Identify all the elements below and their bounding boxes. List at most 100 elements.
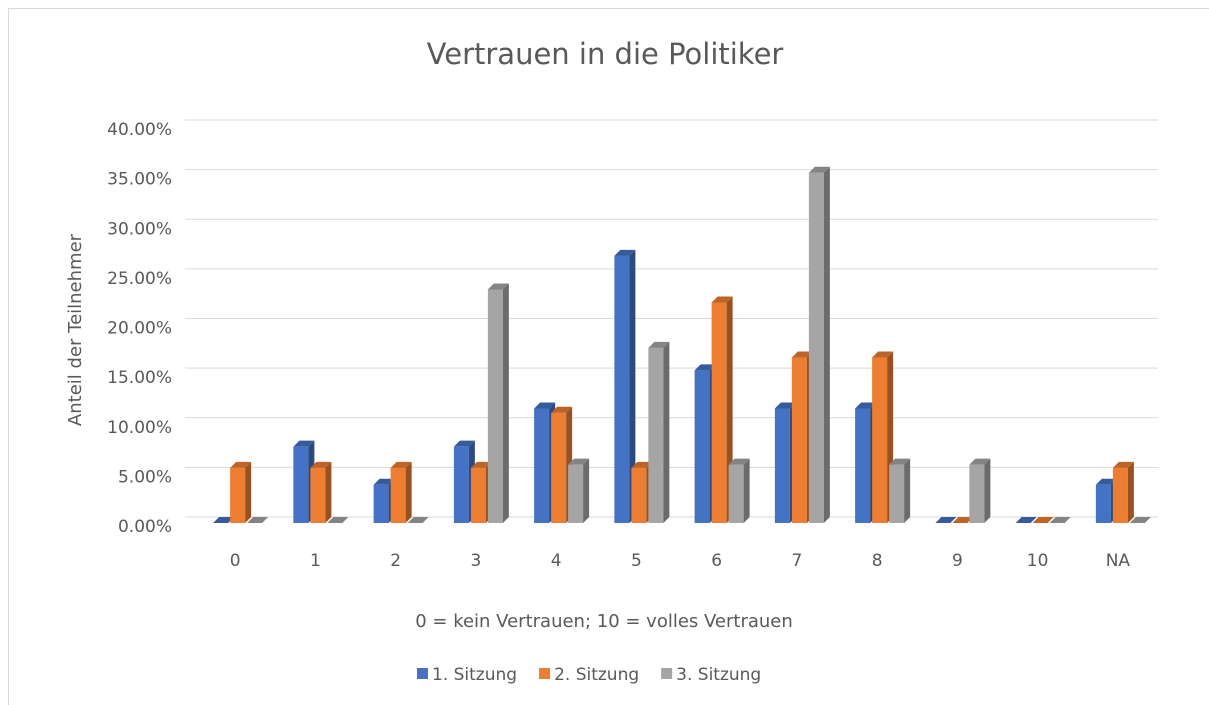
bar-top: [1129, 517, 1151, 523]
bar-top: [1032, 517, 1054, 523]
bar-front: [872, 357, 888, 523]
bar-side: [823, 166, 830, 523]
bar: [969, 458, 991, 523]
bar-top: [728, 458, 750, 465]
bar: [1129, 517, 1151, 523]
bar-front: [551, 412, 567, 523]
bar-top: [407, 517, 429, 523]
bar: [1032, 517, 1054, 523]
bar: [1112, 461, 1134, 523]
bar-front: [293, 446, 309, 523]
x-axis-title: 0 = kein Vertrauen; 10 = volles Vertraue…: [415, 611, 793, 632]
bar-top: [791, 351, 813, 358]
bar-side: [629, 249, 636, 523]
bar-front: [791, 357, 807, 523]
y-tick-label: 35.00%: [107, 170, 172, 190]
bar-top: [453, 440, 475, 447]
bar-front: [534, 408, 550, 523]
bar-top: [310, 461, 332, 468]
bar-side: [502, 283, 509, 523]
bar-top: [648, 341, 670, 348]
bar-top: [855, 402, 877, 409]
bar: [230, 461, 252, 523]
x-tick-label: NA: [1106, 551, 1131, 571]
bar-side: [743, 458, 750, 523]
bar: [935, 517, 957, 523]
bar-side: [245, 461, 252, 523]
bar: [808, 166, 830, 523]
bar-front: [487, 289, 503, 523]
y-tick-label: 25.00%: [107, 269, 172, 289]
bar-top: [470, 461, 492, 468]
y-tick-label: 5.00%: [118, 467, 172, 487]
bar-front: [631, 467, 647, 523]
bar: [213, 517, 235, 523]
bar-top: [373, 478, 395, 485]
y-axis-title: Anteil der Teilnehmer: [65, 233, 86, 426]
bar-top: [568, 458, 590, 465]
bar-top: [952, 517, 974, 523]
y-tick-label: 10.00%: [107, 418, 172, 438]
bar-top: [889, 458, 911, 465]
x-tick-label: 5: [631, 551, 642, 571]
y-tick-label: 0.00%: [118, 517, 172, 537]
chart-title: Vertrauen in die Politiker: [427, 37, 784, 71]
y-tick-label: 15.00%: [107, 368, 172, 388]
bar-top: [1049, 517, 1071, 523]
bar-top: [247, 517, 269, 523]
bar-top: [614, 249, 636, 256]
bar: [487, 283, 509, 523]
bar-top: [872, 351, 894, 358]
bar: [568, 458, 590, 523]
x-tick-label: 7: [791, 551, 802, 571]
bar-front: [648, 347, 664, 523]
bar-top: [808, 166, 830, 173]
legend-swatch: [417, 668, 428, 679]
bar: [1015, 517, 1037, 523]
bar-top: [293, 440, 315, 447]
bar-top: [1015, 517, 1037, 523]
bar-side: [405, 461, 412, 523]
bar: [310, 461, 332, 523]
bar-side: [663, 341, 670, 523]
bar-front: [694, 370, 710, 523]
bar-side: [325, 461, 332, 523]
bar-top: [487, 283, 509, 290]
bar-front: [373, 484, 389, 523]
bar: [728, 458, 750, 523]
bar-top: [1095, 478, 1117, 485]
x-tick-label: 8: [872, 551, 883, 571]
bar-front: [453, 446, 469, 523]
x-tick-label: 10: [1027, 551, 1049, 571]
bar-front: [1112, 467, 1128, 523]
legend-label: 1. Sitzung: [432, 665, 517, 685]
x-tick-label: 0: [230, 551, 241, 571]
bar: [952, 517, 974, 523]
bar-front: [470, 467, 486, 523]
x-tick-label: 9: [952, 551, 963, 571]
y-tick-label: 20.00%: [107, 319, 172, 339]
chart-border: [8, 8, 1209, 705]
bar: [327, 517, 349, 523]
bar-top: [551, 406, 573, 413]
bar-front: [969, 464, 985, 523]
bar-front: [808, 172, 824, 523]
bar-top: [631, 461, 653, 468]
bar-side: [904, 458, 911, 523]
x-tick-label: 6: [711, 551, 722, 571]
bar-side: [984, 458, 991, 523]
x-tick-label: 4: [551, 551, 562, 571]
bar: [614, 249, 636, 523]
y-tick-label: 30.00%: [107, 219, 172, 239]
bar-top: [213, 517, 235, 523]
bar-front: [774, 408, 790, 523]
x-tick-label: 1: [310, 551, 321, 571]
bar-front: [711, 302, 727, 523]
bar: [889, 458, 911, 523]
bar-front: [390, 467, 406, 523]
bar: [390, 461, 412, 523]
bar-front: [614, 255, 630, 523]
bar-top: [327, 517, 349, 523]
bar-front: [855, 408, 871, 523]
